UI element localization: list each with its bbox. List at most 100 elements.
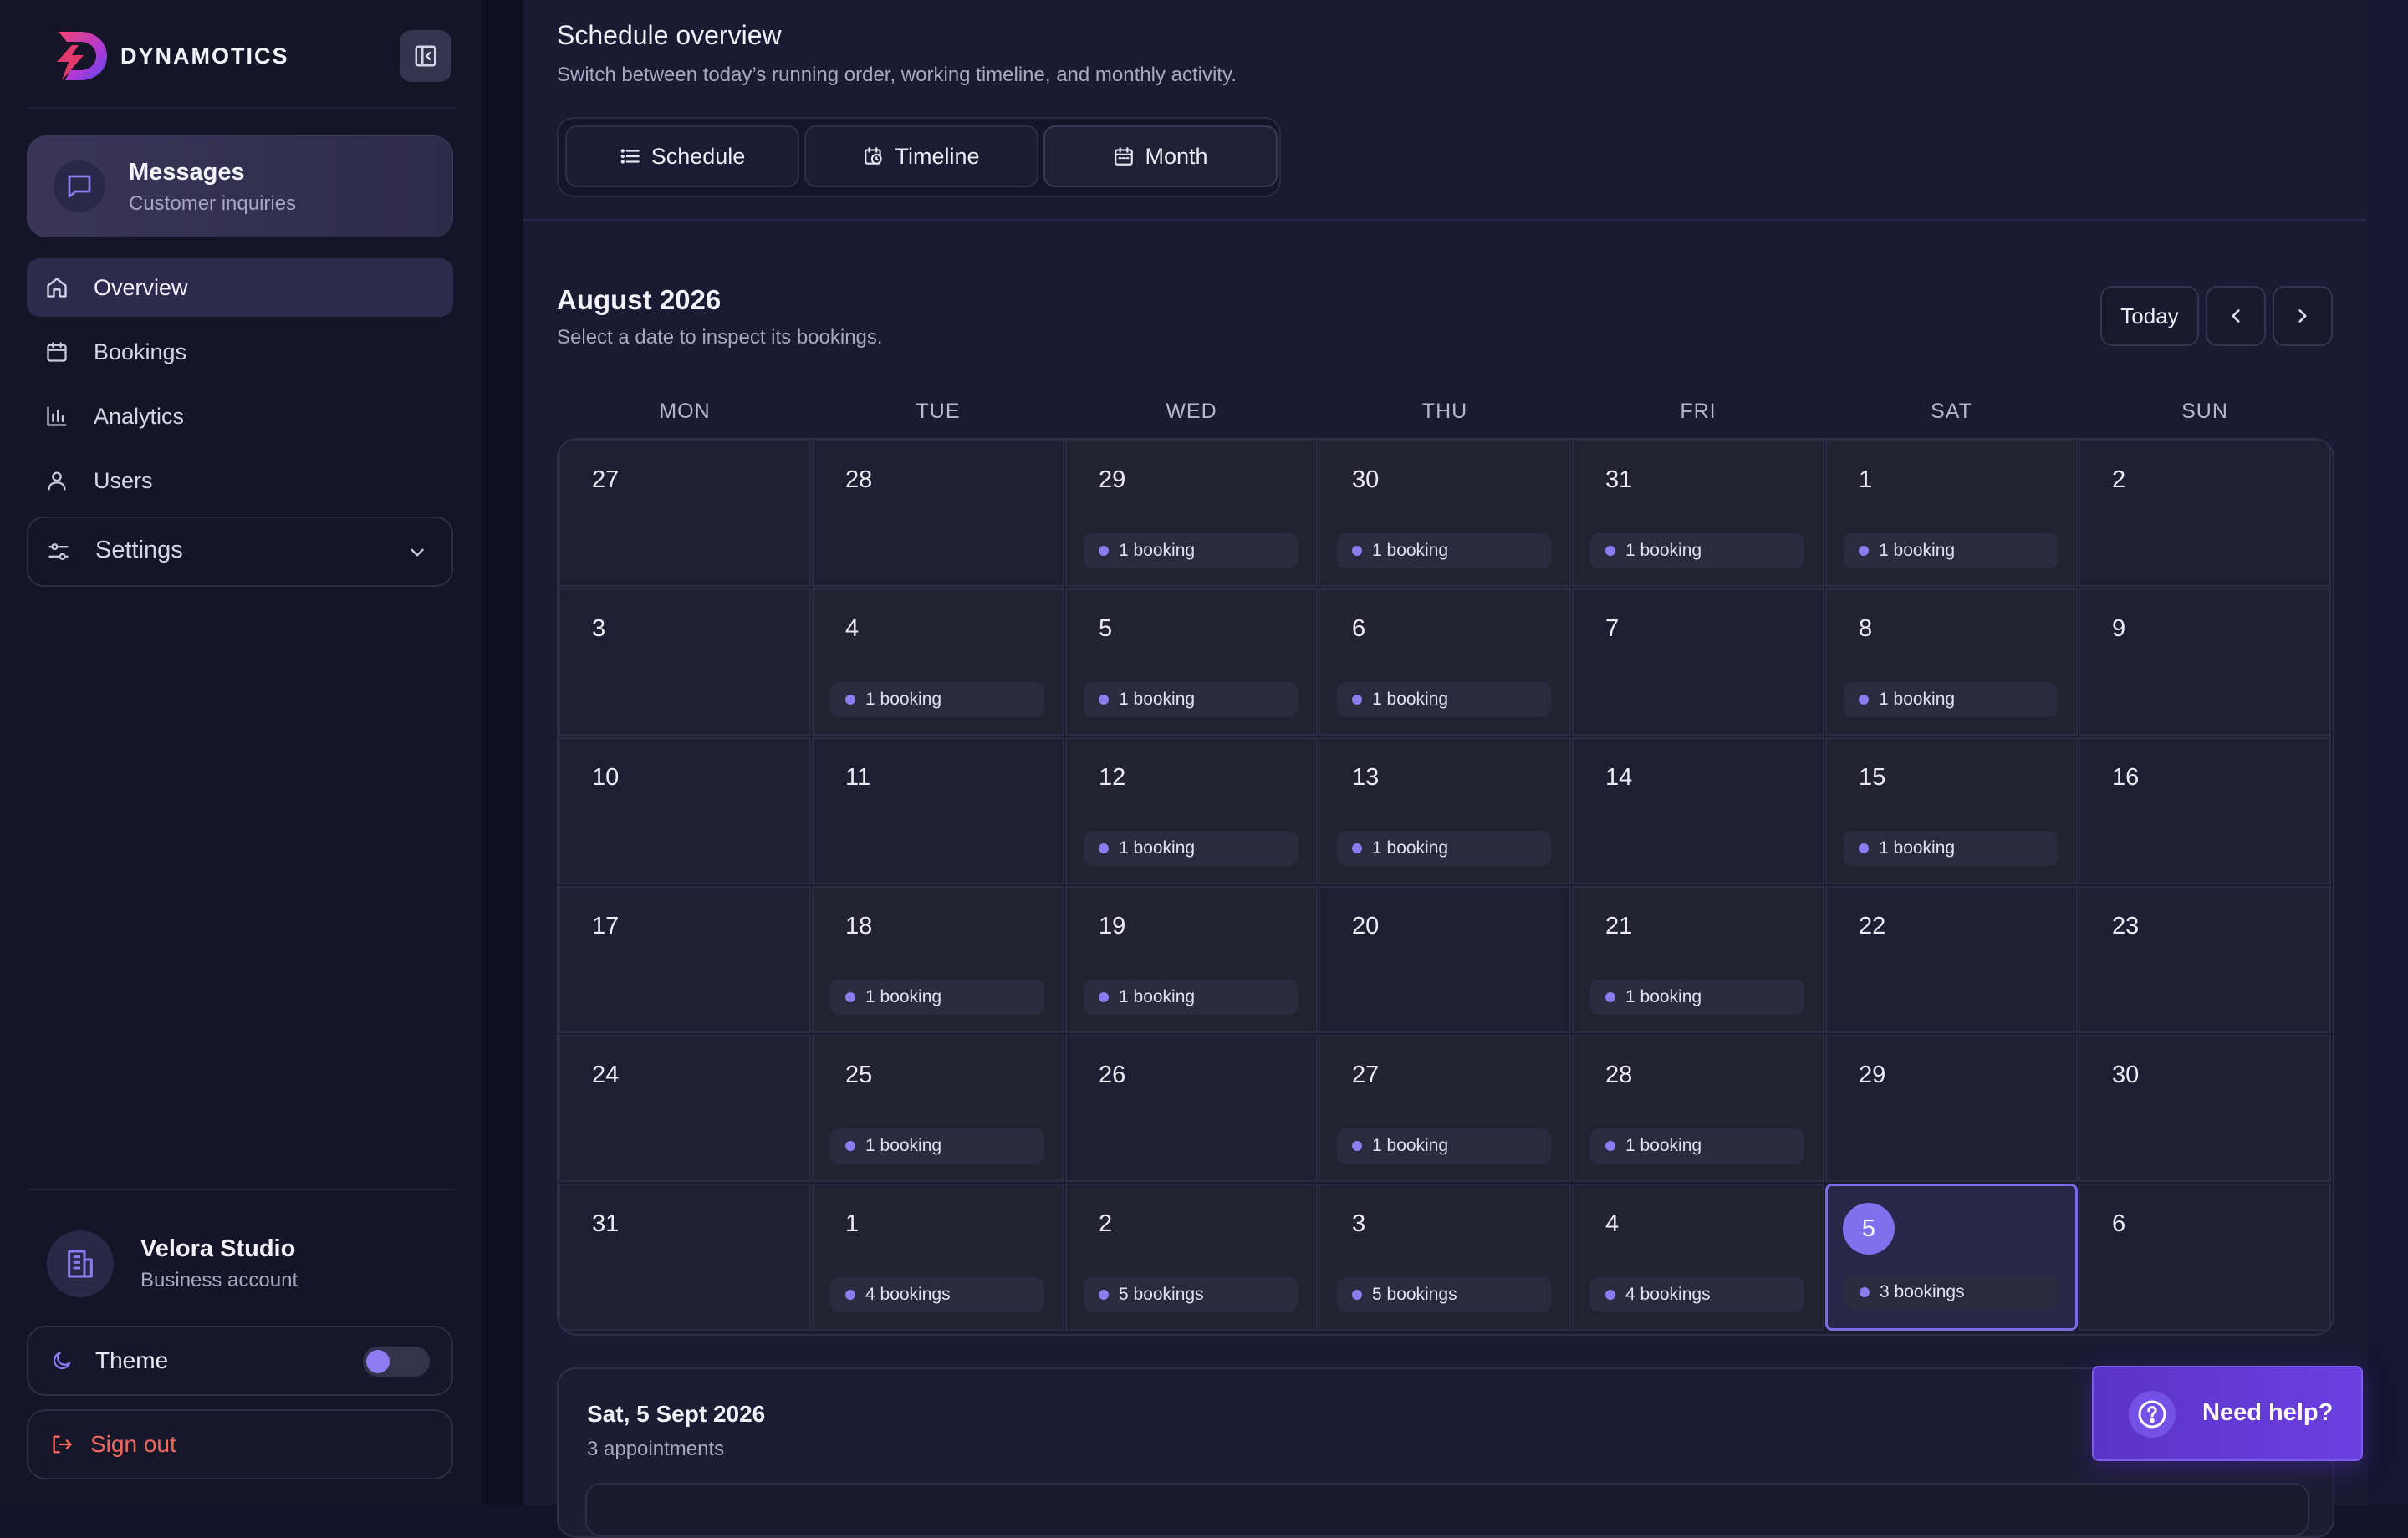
calendar-day[interactable]: 30 1 booking xyxy=(1319,440,1571,587)
calendar-day[interactable]: 20 xyxy=(1319,886,1571,1033)
calendar-day[interactable]: 7 xyxy=(1572,588,1824,736)
calendar-icon xyxy=(47,342,67,362)
calendar-day[interactable]: 6 xyxy=(2079,1184,2331,1331)
sidebar-item-settings[interactable]: Settings xyxy=(27,517,453,587)
calendar-day[interactable]: 5 1 booking xyxy=(1065,588,1318,736)
brand[interactable]: DYNAMOTICS xyxy=(47,28,289,84)
tab-timeline[interactable]: Timeline xyxy=(804,125,1038,187)
day-number: 8 xyxy=(1859,615,1873,642)
day-number: 19 xyxy=(1099,913,1126,940)
calendar-day-selected[interactable]: 5 3 bookings xyxy=(1825,1184,2078,1331)
booking-count-badge: 1 booking xyxy=(1590,980,1804,1015)
calendar-day[interactable]: 11 xyxy=(812,737,1064,884)
tab-schedule[interactable]: Schedule xyxy=(565,125,799,187)
weekday-header: MON TUE WED THU FRI SAT SUN xyxy=(559,400,2331,425)
calendar-day[interactable]: 31 1 booking xyxy=(1572,440,1824,587)
today-button[interactable]: Today xyxy=(2100,286,2199,346)
calendar-day[interactable]: 3 xyxy=(559,588,811,736)
calendar-day[interactable]: 6 1 booking xyxy=(1319,588,1571,736)
collapse-sidebar-button[interactable] xyxy=(400,30,452,82)
calendar-day[interactable]: 14 xyxy=(1572,737,1824,884)
sidebar-divider xyxy=(27,1189,455,1190)
day-number: 4 xyxy=(1605,1210,1620,1237)
booking-count-badge: 1 booking xyxy=(1337,831,1551,866)
day-number: 30 xyxy=(2112,1062,2140,1088)
calendar-day[interactable]: 22 xyxy=(1825,886,2078,1033)
booking-count-label: 1 booking xyxy=(865,690,942,709)
calendar-day[interactable]: 15 1 booking xyxy=(1825,737,2078,884)
booking-count-label: 1 booking xyxy=(1625,541,1702,560)
calendar-day[interactable]: 1 4 bookings xyxy=(812,1184,1064,1331)
calendar-day[interactable]: 10 xyxy=(559,737,811,884)
sign-out-button[interactable]: Sign out xyxy=(27,1409,453,1479)
booking-count-badge: 1 booking xyxy=(1590,1128,1804,1164)
day-number: 21 xyxy=(1605,913,1633,940)
calendar-day[interactable]: 2 xyxy=(2079,440,2331,587)
calendar-day[interactable]: 29 xyxy=(1825,1035,2078,1182)
sidebar-item-users[interactable]: Users xyxy=(27,451,453,510)
calendar-day[interactable]: 9 xyxy=(2079,588,2331,736)
logout-icon xyxy=(53,1435,72,1454)
previous-month-button[interactable] xyxy=(2206,286,2266,346)
day-number: 6 xyxy=(1352,615,1366,642)
day-number: 10 xyxy=(592,764,620,791)
day-number: 2 xyxy=(1099,1210,1113,1237)
booking-count-badge: 1 booking xyxy=(1084,533,1298,568)
calendar-day[interactable]: 4 4 bookings xyxy=(1572,1184,1824,1331)
calendar-day[interactable]: 4 1 booking xyxy=(812,588,1064,736)
sidebar-item-bookings[interactable]: Bookings xyxy=(27,323,453,381)
theme-toggle[interactable] xyxy=(363,1347,430,1377)
booking-count-badge: 1 booking xyxy=(1844,682,2058,717)
sidebar-item-overview[interactable]: Overview xyxy=(27,258,453,317)
calendar-day[interactable]: 12 1 booking xyxy=(1065,737,1318,884)
home-icon xyxy=(47,278,67,298)
booking-count-badge: 3 bookings xyxy=(1844,1275,2059,1310)
booking-count-badge: 5 bookings xyxy=(1084,1277,1298,1312)
calendar-day[interactable]: 30 xyxy=(2079,1035,2331,1182)
day-number: 18 xyxy=(845,913,873,940)
booking-count-label: 4 bookings xyxy=(865,1285,951,1304)
calendar-day[interactable]: 13 1 booking xyxy=(1319,737,1571,884)
day-number: 25 xyxy=(845,1062,873,1088)
page-subtitle: Switch between today’s running order, wo… xyxy=(557,64,1237,86)
booking-dot-icon xyxy=(1859,695,1869,705)
day-number: 28 xyxy=(845,466,873,493)
chevron-down-icon xyxy=(411,548,424,557)
calendar-day[interactable]: 25 1 booking xyxy=(812,1035,1064,1182)
calendar-day[interactable]: 27 1 booking xyxy=(1319,1035,1571,1182)
calendar-day[interactable]: 31 xyxy=(559,1184,811,1331)
day-detail-title: Sat, 5 Sept 2026 xyxy=(587,1401,766,1427)
bar-chart-icon xyxy=(47,406,67,426)
help-icon-wrap xyxy=(2129,1391,2176,1438)
avatar xyxy=(47,1230,114,1297)
weekday-label: THU xyxy=(1421,400,1468,423)
calendar-day[interactable]: 24 xyxy=(559,1035,811,1182)
calendar-day[interactable]: 18 1 booking xyxy=(812,886,1064,1033)
calendar-day[interactable]: 2 5 bookings xyxy=(1065,1184,1318,1331)
calendar-day[interactable]: 1 1 booking xyxy=(1825,440,2078,587)
need-help-button[interactable]: Need help? xyxy=(2092,1366,2363,1461)
day-number: 28 xyxy=(1605,1062,1633,1088)
next-month-button[interactable] xyxy=(2273,286,2333,346)
calendar-day[interactable]: 23 xyxy=(2079,886,2331,1033)
booking-dot-icon xyxy=(1099,843,1109,853)
calendar-day[interactable]: 21 1 booking xyxy=(1572,886,1824,1033)
calendar-day[interactable]: 27 xyxy=(559,440,811,587)
calendar-day[interactable]: 19 1 booking xyxy=(1065,886,1318,1033)
sidebar-item-analytics[interactable]: Analytics xyxy=(27,387,453,446)
calendar-day[interactable]: 17 xyxy=(559,886,811,1033)
tab-month[interactable]: Month xyxy=(1043,125,1278,187)
calendar-day[interactable]: 8 1 booking xyxy=(1825,588,2078,736)
calendar-day[interactable]: 29 1 booking xyxy=(1065,440,1318,587)
day-number: 12 xyxy=(1099,764,1126,791)
booking-dot-icon xyxy=(1605,992,1615,1002)
calendar-day[interactable]: 16 xyxy=(2079,737,2331,884)
calendar-day[interactable]: 3 5 bookings xyxy=(1319,1184,1571,1331)
booking-count-label: 3 bookings xyxy=(1880,1282,1965,1301)
messages-card[interactable]: Messages Customer inquiries xyxy=(27,135,453,237)
booking-count-label: 1 booking xyxy=(865,1136,942,1155)
day-number: 17 xyxy=(592,913,620,940)
calendar-day[interactable]: 28 1 booking xyxy=(1572,1035,1824,1182)
calendar-day[interactable]: 26 xyxy=(1065,1035,1318,1182)
calendar-day[interactable]: 28 xyxy=(812,440,1064,587)
